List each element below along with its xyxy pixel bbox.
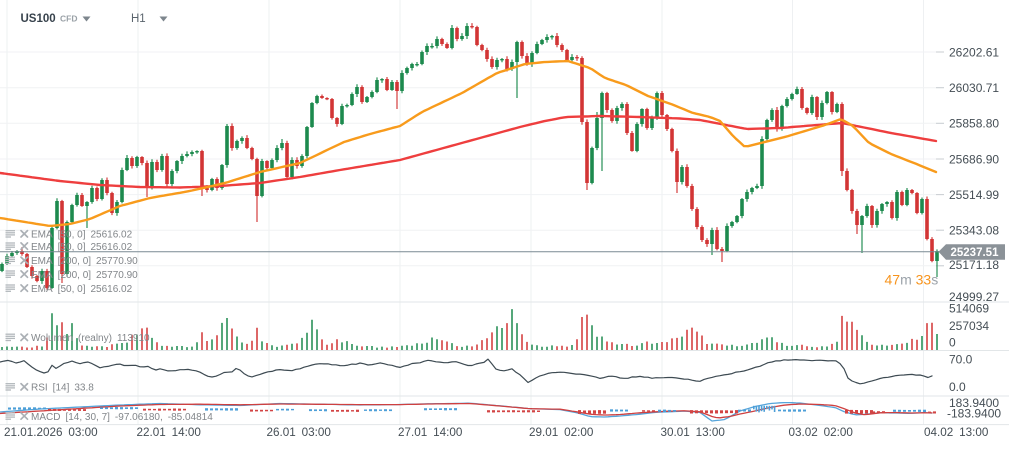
svg-text:70.0: 70.0 bbox=[949, 353, 973, 367]
svg-text:MACD [14, 30, 7] -97.06180, -8: MACD [14, 30, 7] -97.06180, -85.04814 bbox=[31, 412, 213, 423]
svg-text:26.01 03:00: 26.01 03:00 bbox=[267, 426, 332, 439]
svg-text:24999.27: 24999.27 bbox=[949, 290, 999, 304]
svg-text:EMA [50, 0] 25616.02: EMA [50, 0] 25616.02 bbox=[31, 230, 133, 241]
svg-text:H1: H1 bbox=[131, 13, 146, 25]
svg-text:EMA [50, 0] 25616.02: EMA [50, 0] 25616.02 bbox=[31, 242, 133, 253]
svg-text:US100: US100 bbox=[21, 13, 56, 25]
svg-text:27.01 14:00: 27.01 14:00 bbox=[398, 426, 463, 439]
svg-text:29.01 02:00: 29.01 02:00 bbox=[529, 426, 594, 439]
svg-text:25171.18: 25171.18 bbox=[949, 258, 999, 272]
svg-text:Wolumen (realny) 113910: Wolumen (realny) 113910 bbox=[31, 333, 150, 344]
svg-text:03.02 02:00: 03.02 02:00 bbox=[789, 426, 854, 439]
svg-text:25343.08: 25343.08 bbox=[949, 224, 999, 238]
svg-text:EMA [50, 0] 25616.02: EMA [50, 0] 25616.02 bbox=[31, 284, 133, 295]
svg-text:EMA [200, 0] 25770.90: EMA [200, 0] 25770.90 bbox=[31, 256, 138, 267]
svg-text:0.0: 0.0 bbox=[949, 380, 966, 394]
svg-text:EMA [200, 0] 25770.90: EMA [200, 0] 25770.90 bbox=[31, 270, 138, 281]
svg-text:RSI [14] 33.8: RSI [14] 33.8 bbox=[31, 383, 94, 394]
svg-text:CFD: CFD bbox=[60, 14, 77, 24]
svg-text:514069: 514069 bbox=[949, 302, 989, 316]
svg-text:0: 0 bbox=[949, 336, 956, 350]
svg-text:25858.80: 25858.80 bbox=[949, 117, 999, 131]
svg-text:26030.71: 26030.71 bbox=[949, 81, 999, 95]
svg-text:04.02 13:00: 04.02 13:00 bbox=[924, 426, 989, 439]
svg-text:30.01 13:00: 30.01 13:00 bbox=[661, 426, 726, 439]
svg-text:26202.61: 26202.61 bbox=[949, 45, 999, 59]
svg-text:-183.9400: -183.9400 bbox=[947, 407, 1001, 421]
svg-text:25686.90: 25686.90 bbox=[949, 152, 999, 166]
svg-text:25237.51: 25237.51 bbox=[951, 247, 1000, 259]
svg-text:183.9400: 183.9400 bbox=[949, 396, 999, 410]
svg-text:22.01 14:00: 22.01 14:00 bbox=[137, 426, 202, 439]
svg-text:21.01.2026 03:00: 21.01.2026 03:00 bbox=[4, 426, 98, 439]
svg-text:25514.99: 25514.99 bbox=[949, 188, 999, 202]
svg-text:257034: 257034 bbox=[949, 319, 989, 333]
svg-text:47m 33s: 47m 33s bbox=[885, 272, 939, 288]
